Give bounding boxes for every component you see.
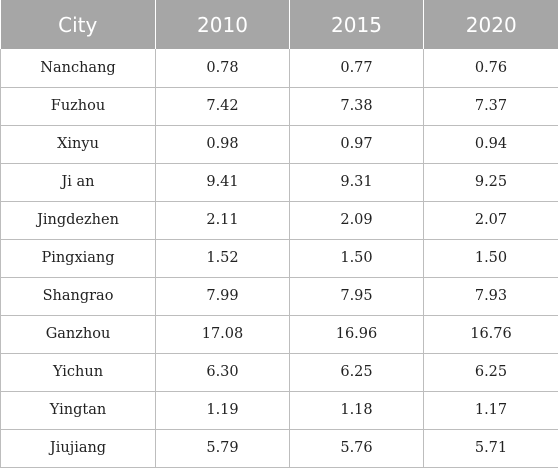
- table-row: Yingtan 1.19 1.18 1.17: [0, 391, 558, 430]
- cell-2010: 1.19: [155, 391, 290, 430]
- cell-2010: 0.78: [155, 49, 290, 88]
- cell-2020: 5.71: [423, 429, 558, 468]
- cell-city: Yingtan: [0, 391, 156, 430]
- cell-2015: 2.09: [289, 201, 424, 240]
- table-row: Jingdezhen 2.11 2.09 2.07: [0, 201, 558, 240]
- cell-city: Fuzhou: [0, 87, 156, 126]
- table-row: Nanchang 0.78 0.77 0.76: [0, 49, 558, 88]
- cell-2015: 9.31: [289, 163, 424, 202]
- cell-city: Jiujiang: [0, 429, 156, 468]
- table-row: Yichun 6.30 6.25 6.25: [0, 353, 558, 392]
- cell-2020: 2.07: [423, 201, 558, 240]
- cell-2015: 6.25: [289, 353, 424, 392]
- cell-2015: 1.18: [289, 391, 424, 430]
- cell-city: Yichun: [0, 353, 156, 392]
- cell-2010: 7.99: [155, 277, 290, 316]
- cell-city: Jingdezhen: [0, 201, 156, 240]
- cell-2020: 9.25: [423, 163, 558, 202]
- cell-2010: 2.11: [155, 201, 290, 240]
- cell-2010: 0.98: [155, 125, 290, 164]
- table-header: City 2010 2015 2020: [0, 0, 558, 49]
- cell-city: Xinyu: [0, 125, 156, 164]
- cell-2010: 1.52: [155, 239, 290, 278]
- cell-2015: 0.77: [289, 49, 424, 88]
- table-body: Nanchang 0.78 0.77 0.76 Fuzhou 7.42 7.38 7.37 Xi…: [0, 49, 558, 468]
- cell-city: Shangrao: [0, 277, 156, 316]
- header-2015: 2015: [289, 0, 424, 49]
- cell-2015: 5.76: [289, 429, 424, 468]
- header-2020: 2020: [465, 12, 517, 37]
- cell-2010: 7.42: [155, 87, 290, 126]
- cell-2020: 16.76: [423, 315, 558, 354]
- header-row: City 2010 2015 2020: [0, 0, 558, 49]
- table-row: Fuzhou 7.42 7.38 7.37: [0, 87, 558, 126]
- cell-2010: 17.08: [155, 315, 290, 354]
- cell-city: Ganzhou: [0, 315, 156, 354]
- cell-2015: 7.38: [289, 87, 424, 126]
- header-city: City: [0, 0, 156, 49]
- cell-2015: 7.95: [289, 277, 424, 316]
- cell-2020: 0.76: [423, 49, 558, 88]
- table-row: Xinyu 0.98 0.97 0.94: [0, 125, 558, 164]
- cell-city: Ji an: [0, 163, 156, 202]
- cell-2010: 5.79: [155, 429, 290, 468]
- cell-2020: 6.25: [423, 353, 558, 392]
- table-row: Jiujiang 5.79 5.76 5.71: [0, 429, 558, 468]
- table-row: Pingxiang 1.52 1.50 1.50: [0, 239, 558, 278]
- cell-2015: 1.50: [289, 239, 424, 278]
- table-row: Shangrao 7.99 7.95 7.93: [0, 277, 558, 316]
- header-2010: 2010: [155, 0, 290, 49]
- cell-2020: 7.93: [423, 277, 558, 316]
- cell-2010: 6.30: [155, 353, 290, 392]
- cell-2020: 0.94: [423, 125, 558, 164]
- cell-2010: 9.41: [155, 163, 290, 202]
- cell-2015: 0.97: [289, 125, 424, 164]
- cell-2020: 1.17: [423, 391, 558, 430]
- cell-2020: 1.50: [423, 239, 558, 278]
- table-row: Ganzhou 17.08 16.96 16.76: [0, 315, 558, 354]
- table-row: Ji an 9.41 9.31 9.25: [0, 163, 558, 202]
- cell-city: Nanchang: [0, 49, 156, 88]
- cell-2015: 16.96: [289, 315, 424, 354]
- cell-city: Pingxiang: [0, 239, 156, 278]
- cell-2020: 7.37: [423, 87, 558, 126]
